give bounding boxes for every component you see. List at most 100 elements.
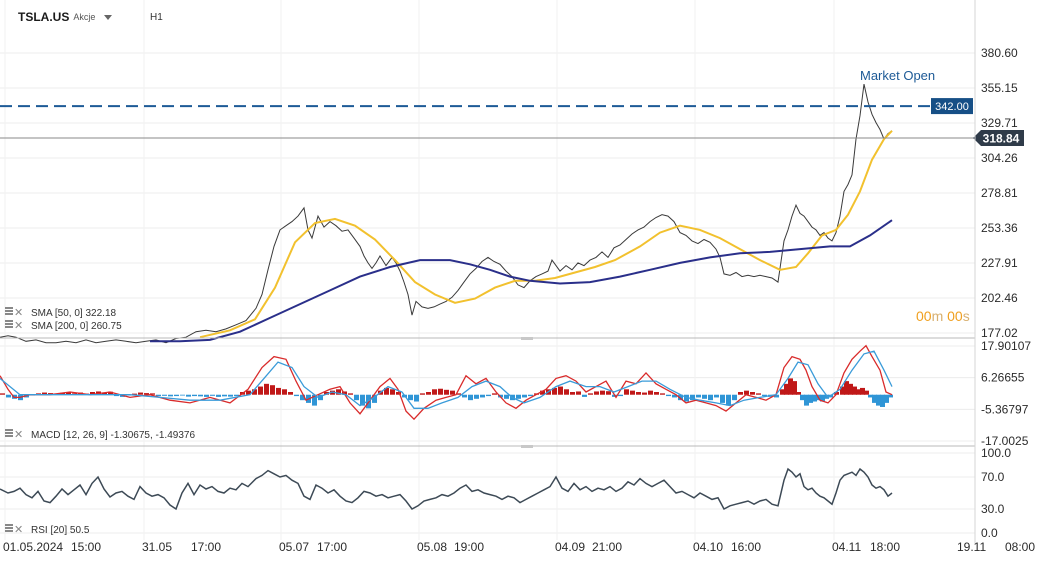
time-tick-label: 08:00 bbox=[1005, 540, 1035, 554]
legend-macd[interactable]: ✕ MACD [12, 26, 9] -1.30675, -1.49376 bbox=[5, 429, 195, 441]
macd-histogram-bar bbox=[856, 389, 861, 395]
macd-histogram-bar bbox=[884, 394, 889, 403]
macd-panel[interactable]: 17.90107 6.26655 -5.36797 -17.0025 bbox=[0, 339, 1031, 448]
time-tick-label: 05.07 bbox=[279, 540, 309, 554]
rsi-axis: 100.0 70.0 30.0 0.0 bbox=[981, 446, 1011, 540]
legend-macd-value: -1.30675, -1.49376 bbox=[111, 430, 196, 441]
close-icon[interactable]: ✕ bbox=[14, 307, 23, 319]
macd-histogram-bar bbox=[528, 394, 533, 397]
settings-icon[interactable] bbox=[5, 307, 13, 315]
macd-histogram-bar bbox=[36, 393, 41, 395]
level-price-tag[interactable]: 342.00 bbox=[931, 98, 973, 115]
rsi-panel[interactable]: 100.0 70.0 30.0 0.0 bbox=[0, 446, 1011, 540]
macd-histogram-bar bbox=[552, 387, 557, 395]
macd-histogram-bar bbox=[880, 394, 885, 407]
macd-histogram-bar bbox=[784, 383, 789, 395]
macd-histogram-bar bbox=[600, 390, 605, 395]
instrument-type-label: Akcje bbox=[73, 12, 96, 22]
sma200-line bbox=[150, 219, 893, 343]
svg-text:RSI [20] 50.5: RSI [20] 50.5 bbox=[31, 525, 90, 536]
macd-histogram-bar bbox=[666, 394, 671, 397]
legend-sma200-params: [200, 0] bbox=[55, 321, 89, 332]
macd-histogram-bar bbox=[660, 393, 665, 395]
time-tick-label: 17:00 bbox=[317, 540, 347, 554]
macd-histogram-bar bbox=[234, 394, 239, 397]
macd-histogram-bar bbox=[540, 390, 545, 395]
macd-histogram bbox=[0, 378, 893, 409]
time-axis: 01.05.2024 15:00 31.05 17:00 05.07 17:00 05.08… bbox=[3, 540, 1035, 554]
timeframe-label: H1 bbox=[150, 11, 163, 23]
svg-text:MACD [12, 26, 9] -: MACD [12, 26, 9] -1.30675, -1.49376 bbox=[31, 430, 195, 441]
macd-histogram-bar bbox=[516, 394, 521, 399]
price-tick-label: 278.81 bbox=[981, 186, 1018, 200]
macd-histogram-bar bbox=[444, 389, 449, 395]
timeframe-selector[interactable]: H1 bbox=[150, 6, 163, 28]
rsi-tick-label: 100.0 bbox=[981, 446, 1011, 460]
resize-handle[interactable] bbox=[521, 445, 533, 448]
rsi-tick-label: 30.0 bbox=[981, 502, 1005, 516]
price-panel[interactable]: 380.60 355.15 329.71 304.26 278.81 253.36 227.… bbox=[0, 46, 1024, 344]
macd-histogram-bar bbox=[42, 392, 47, 395]
svg-text:SMA [50, 0] 322.18: SMA [50, 0] 322.18 bbox=[31, 308, 117, 319]
macd-histogram-bar bbox=[210, 394, 215, 396]
time-tick-label: 17:00 bbox=[191, 540, 221, 554]
settings-icon[interactable] bbox=[5, 524, 13, 532]
legend-sma50[interactable]: ✕ SMA [50, 0] 322.18 bbox=[5, 307, 117, 319]
macd-histogram-bar bbox=[576, 391, 581, 395]
macd-histogram-bar bbox=[876, 394, 881, 406]
macd-histogram-bar bbox=[642, 392, 647, 395]
chevron-down-icon[interactable] bbox=[104, 15, 113, 20]
macd-tick-label: -17.0025 bbox=[981, 434, 1029, 448]
countdown-minutes-unit: m bbox=[931, 308, 944, 324]
legend-rsi[interactable]: ✕ RSI [20] 50.5 bbox=[5, 524, 90, 536]
price-tick-label: 355.15 bbox=[981, 81, 1018, 95]
macd-histogram-bar bbox=[276, 387, 281, 395]
macd-histogram-bar bbox=[654, 392, 659, 395]
macd-histogram-bar bbox=[702, 394, 707, 399]
macd-histogram-bar bbox=[192, 394, 197, 397]
macd-histogram-bar bbox=[384, 387, 389, 395]
candle-countdown: 00m 00s bbox=[916, 308, 970, 324]
macd-histogram-bar bbox=[812, 394, 817, 402]
legend-sma200[interactable]: ✕ SMA [200, 0] 260.75 bbox=[5, 320, 122, 332]
svg-text:SMA [200, 0] 260.7: SMA [200, 0] 260.75 bbox=[31, 321, 122, 332]
settings-icon[interactable] bbox=[5, 320, 13, 328]
resize-handle[interactable] bbox=[521, 337, 533, 340]
time-tick-label: 19.11 bbox=[957, 540, 986, 554]
symbol-label: TSLA.US bbox=[18, 10, 70, 24]
macd-histogram-bar bbox=[150, 393, 155, 395]
time-tick-label: 15:00 bbox=[71, 540, 101, 554]
macd-histogram-bar bbox=[72, 393, 77, 395]
close-icon[interactable]: ✕ bbox=[14, 429, 23, 441]
macd-tick-label: 6.26655 bbox=[981, 371, 1025, 385]
countdown-seconds: 00 bbox=[947, 308, 963, 324]
symbol-selector[interactable]: TSLA.US Akcje bbox=[18, 6, 113, 28]
macd-histogram-bar bbox=[258, 386, 263, 395]
macd-histogram-bar bbox=[324, 392, 329, 395]
macd-histogram-bar bbox=[132, 393, 137, 395]
macd-histogram-bar bbox=[648, 390, 653, 395]
macd-histogram-bar bbox=[90, 392, 95, 395]
macd-histogram-bar bbox=[860, 387, 865, 395]
macd-histogram-bar bbox=[390, 389, 395, 395]
macd-histogram-bar bbox=[606, 391, 611, 395]
macd-histogram-bar bbox=[186, 394, 191, 397]
close-icon[interactable]: ✕ bbox=[14, 524, 23, 536]
macd-histogram-bar bbox=[792, 381, 797, 395]
close-icon[interactable]: ✕ bbox=[14, 320, 23, 332]
macd-histogram-bar bbox=[312, 394, 317, 406]
macd-tick-label: -5.36797 bbox=[981, 402, 1029, 416]
macd-histogram-bar bbox=[564, 389, 569, 395]
sma50-line bbox=[199, 130, 893, 339]
macd-histogram-bar bbox=[708, 394, 713, 401]
macd-histogram-bar bbox=[474, 394, 479, 399]
macd-histogram-bar bbox=[504, 394, 509, 399]
macd-histogram-bar bbox=[624, 389, 629, 395]
settings-icon[interactable] bbox=[5, 429, 13, 437]
macd-histogram-bar bbox=[824, 394, 829, 399]
time-tick-label: 18:00 bbox=[870, 540, 900, 554]
macd-histogram-bar bbox=[216, 394, 221, 397]
macd-histogram-bar bbox=[762, 394, 767, 397]
legend-sma200-label: SMA bbox=[31, 321, 53, 332]
